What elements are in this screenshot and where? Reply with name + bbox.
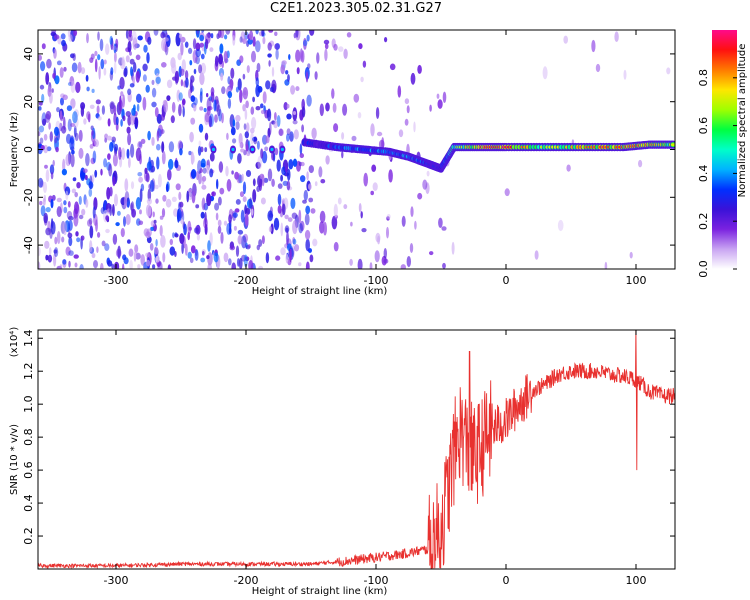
y-tick-label: -20 — [22, 188, 35, 206]
y-tick-label: 0.4 — [22, 494, 35, 512]
y-tick-label: 0.8 — [22, 428, 35, 446]
ridge-blob-core — [270, 147, 274, 152]
y-tick-label: 1.4 — [22, 329, 35, 347]
x-axis-label: Height of straight line (km) — [252, 586, 388, 597]
spectrogram-noise — [38, 30, 671, 269]
x-tick-label: -100 — [364, 574, 389, 587]
y-tick-label: 40 — [22, 47, 35, 61]
x-tick-label: 0 — [503, 274, 510, 287]
colorbar-tick-label: 0.2 — [697, 212, 710, 230]
y-tick-label: 0 — [22, 146, 35, 153]
x-axis-label: Height of straight line (km) — [252, 286, 388, 297]
snr-panel: -300 -200 -100 0 100 0.2 0.4 0.6 0.8 1.0 1.2 1.4 Hei… — [9, 327, 676, 597]
colorbar-tick-label: 0.4 — [697, 165, 710, 183]
x-tick-label: 100 — [626, 274, 647, 287]
x-tick-label: 0 — [503, 574, 510, 587]
ridge-blob-core — [280, 147, 284, 152]
colorbar-tick-label: 0.8 — [697, 69, 710, 87]
y-axis-label: Frequency (Hz) — [9, 112, 20, 188]
x-tick-label: -200 — [234, 574, 259, 587]
ridge-blob-core — [211, 147, 216, 152]
page-title: C2E1.2023.305.02.31.G27 — [269, 1, 443, 16]
ridge-blob-core — [231, 147, 235, 152]
y-axis-label: SNR (10 * v/v) — [9, 424, 20, 495]
y-tick-label: 0.6 — [22, 461, 35, 479]
y-tick-label: 1.0 — [22, 395, 35, 413]
colorbar-tick-label: 0.0 — [697, 260, 710, 278]
x-tick-label: -100 — [364, 274, 389, 287]
snr-frame — [37, 329, 676, 570]
colorbar-label: Normalized spectral amplitude — [737, 44, 748, 198]
colorbar-tick-label: 0.6 — [697, 117, 710, 135]
x-tick-label: -300 — [104, 274, 129, 287]
x-tick-label: -200 — [234, 274, 259, 287]
y-tick-label: -40 — [22, 236, 35, 254]
ridge-blob-core — [250, 147, 255, 152]
y-axis-multiplier: (x10⁴) — [9, 327, 20, 358]
colorbar: 0.0 0.2 0.4 0.6 0.8 Normalized spectral ampli… — [697, 30, 748, 278]
snr-plot-area — [38, 330, 675, 569]
snr-series-line — [38, 330, 675, 569]
y-tick-label: 1.2 — [22, 362, 35, 380]
y-tick-label: 20 — [22, 95, 35, 109]
y-tick-label: 0.2 — [22, 527, 35, 545]
colorbar-gradient — [712, 30, 737, 269]
spectrogram-ridge — [210, 138, 675, 173]
x-tick-label: -300 — [104, 574, 129, 587]
x-tick-label: 100 — [626, 574, 647, 587]
